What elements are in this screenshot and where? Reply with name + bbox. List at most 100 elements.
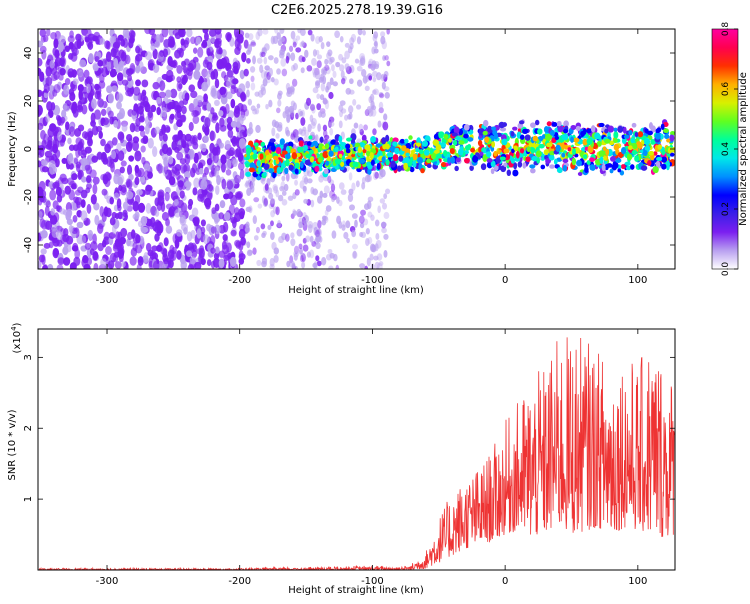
heatmap-cell bbox=[81, 131, 89, 139]
heatmap-cell bbox=[138, 125, 145, 132]
heatmap-cell bbox=[350, 33, 357, 43]
heatmap-cell bbox=[448, 137, 453, 143]
heatmap-cell bbox=[255, 124, 261, 134]
heatmap-cell bbox=[363, 124, 368, 131]
heatmap-cell bbox=[346, 137, 353, 142]
heatmap-cell bbox=[44, 205, 50, 216]
heatmap-cell bbox=[304, 129, 310, 137]
heatmap-cell bbox=[370, 108, 377, 117]
heatmap-cell bbox=[310, 199, 315, 208]
heatmap-cell bbox=[386, 29, 390, 35]
heatmap-cell bbox=[375, 72, 382, 81]
heatmap-cell bbox=[43, 242, 51, 249]
heatmap-cell bbox=[379, 93, 385, 99]
heatmap-cell bbox=[201, 143, 207, 153]
heatmap-cell bbox=[383, 193, 388, 200]
heatmap-cell bbox=[648, 150, 655, 156]
heatmap-cell bbox=[239, 129, 246, 138]
heatmap-cell bbox=[39, 218, 46, 229]
heatmap-cell bbox=[302, 237, 307, 244]
heatmap-cell bbox=[315, 35, 321, 45]
heatmap-cell bbox=[246, 57, 251, 64]
heatmap-cell bbox=[315, 242, 321, 250]
heatmap-cell bbox=[359, 222, 365, 229]
heatmap-cell bbox=[284, 105, 290, 114]
heatmap-cell bbox=[211, 90, 219, 99]
heatmap-cell bbox=[134, 176, 140, 186]
heatmap-cell bbox=[51, 228, 59, 239]
heatmap-cell bbox=[301, 56, 306, 63]
heatmap-cell bbox=[374, 219, 380, 227]
heatmap-cell bbox=[58, 35, 66, 44]
heatmap-cell bbox=[38, 145, 42, 156]
heatmap-cell bbox=[438, 131, 444, 139]
heatmap-cell bbox=[206, 47, 211, 56]
spectrogram-heatmap bbox=[38, 29, 675, 269]
heatmap-cell bbox=[331, 64, 335, 72]
heatmap-cell bbox=[135, 79, 141, 87]
heatmap-cell bbox=[454, 165, 459, 172]
heatmap-cell bbox=[139, 130, 146, 138]
heatmap-cell bbox=[286, 114, 291, 124]
heatmap-cell bbox=[66, 218, 74, 226]
heatmap-cell bbox=[555, 144, 561, 152]
heatmap-cell bbox=[324, 143, 330, 150]
heatmap-cell bbox=[65, 121, 70, 131]
heatmap-cell bbox=[101, 211, 107, 223]
heatmap-cell bbox=[46, 101, 53, 112]
heatmap-cell bbox=[285, 55, 290, 64]
heatmap-cell bbox=[264, 65, 270, 71]
heatmap-cell bbox=[314, 165, 320, 173]
heatmap-cell bbox=[68, 126, 76, 137]
heatmap-cell bbox=[457, 148, 464, 156]
heatmap-cell bbox=[106, 85, 113, 94]
heatmap-cell bbox=[98, 80, 106, 89]
heatmap-cell bbox=[656, 156, 663, 161]
heatmap-cell bbox=[192, 141, 199, 150]
heatmap-cell bbox=[260, 177, 266, 185]
heatmap-cell bbox=[312, 87, 319, 94]
heatmap-cell bbox=[55, 186, 62, 197]
heatmap-cell bbox=[317, 219, 322, 229]
heatmap-cell bbox=[613, 143, 620, 151]
heatmap-cell bbox=[293, 63, 298, 71]
heatmap-cell bbox=[308, 149, 314, 155]
snr-line bbox=[38, 337, 675, 570]
x-tick-label: 100 bbox=[628, 275, 647, 286]
heatmap-cell bbox=[57, 131, 63, 141]
heatmap-cell bbox=[210, 70, 216, 80]
heatmap-cell bbox=[377, 205, 381, 214]
heatmap-cell bbox=[145, 123, 150, 135]
heatmap-cell bbox=[151, 245, 158, 252]
colorbar-tick-label: 0.8 bbox=[721, 22, 731, 37]
heatmap-cell bbox=[490, 160, 496, 168]
heatmap-cell bbox=[281, 68, 288, 77]
heatmap-cell bbox=[328, 116, 335, 123]
heatmap-cell bbox=[288, 105, 295, 114]
heatmap-cell bbox=[273, 254, 279, 263]
heatmap-cell bbox=[316, 228, 322, 237]
heatmap-cell bbox=[239, 169, 245, 180]
heatmap-cell bbox=[71, 101, 78, 112]
heatmap-cell bbox=[647, 160, 652, 167]
heatmap-cell bbox=[344, 114, 349, 121]
heatmap-cell bbox=[563, 120, 569, 128]
heatmap-cell bbox=[281, 162, 286, 168]
heatmap-cell bbox=[63, 257, 71, 266]
heatmap-cell bbox=[338, 135, 343, 143]
heatmap-cell bbox=[333, 253, 338, 262]
heatmap-cell bbox=[230, 85, 237, 95]
heatmap-cell bbox=[168, 38, 176, 48]
heatmap-cell bbox=[458, 140, 465, 145]
heatmap-cell bbox=[634, 131, 639, 138]
heatmap-cell bbox=[379, 198, 386, 204]
heatmap-cell bbox=[421, 140, 429, 147]
heatmap-cell bbox=[87, 229, 94, 241]
heatmap-cell bbox=[416, 156, 424, 164]
heatmap-cell bbox=[295, 35, 301, 41]
heatmap-cell bbox=[206, 61, 213, 71]
heatmap-cell bbox=[322, 124, 328, 132]
heatmap-cell bbox=[134, 194, 141, 205]
heatmap-cell bbox=[648, 122, 653, 130]
